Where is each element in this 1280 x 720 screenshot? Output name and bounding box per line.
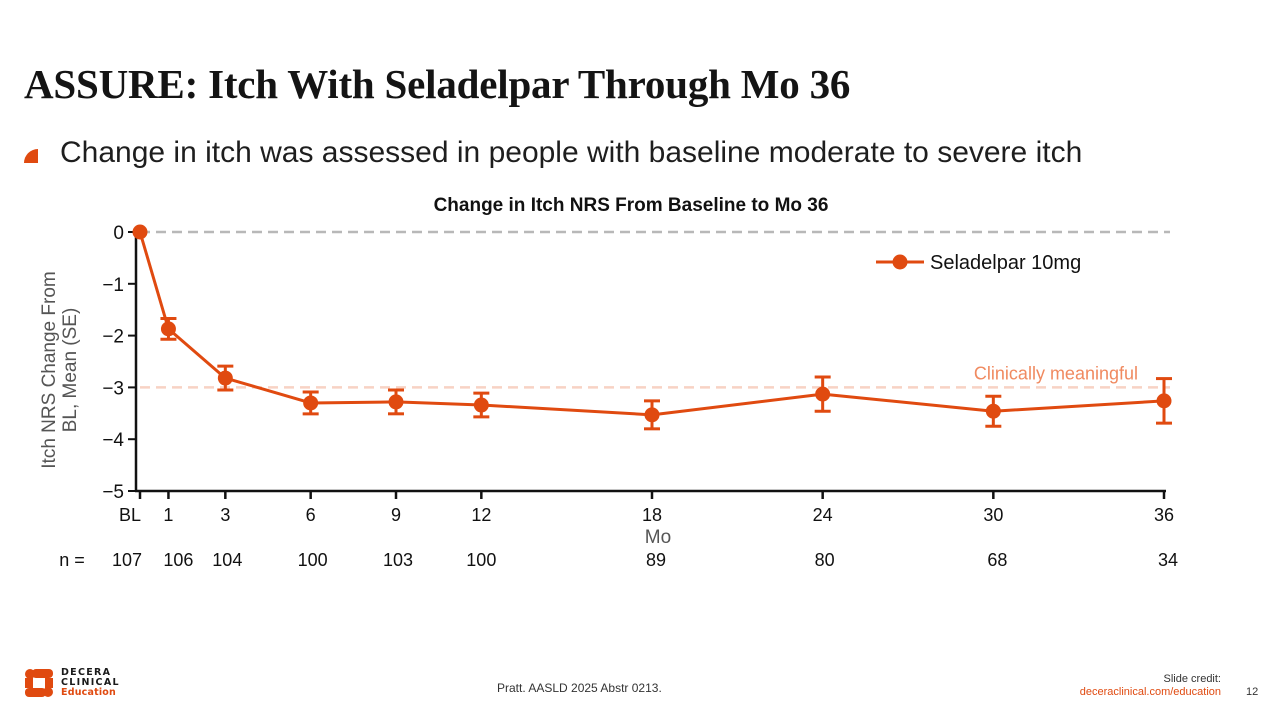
data-point — [388, 394, 404, 410]
n-value: 34 — [1158, 550, 1178, 570]
legend-marker — [892, 254, 908, 270]
n-value: 100 — [298, 550, 328, 570]
n-value: 100 — [466, 550, 496, 570]
bullet-icon — [24, 149, 38, 163]
y-tick-label: −5 — [102, 482, 124, 503]
credit-link[interactable]: deceraclinical.com/education — [1079, 686, 1221, 698]
x-tick-label: 3 — [220, 505, 230, 525]
page-number: 12 — [1246, 686, 1259, 698]
series-line — [138, 231, 1165, 417]
y-axis-label-line2: BL, Mean (SE) — [60, 308, 81, 433]
y-tick-label: −2 — [102, 327, 124, 348]
y-tick-label: −1 — [102, 275, 124, 296]
data-point — [985, 403, 1001, 419]
legend: Seladelpar 10mg — [876, 252, 1081, 274]
data-point — [217, 370, 233, 386]
n-value: 106 — [163, 550, 193, 570]
data-point — [132, 224, 148, 240]
x-tick-label: 24 — [813, 505, 833, 525]
x-tick-label: 18 — [642, 505, 662, 525]
x-ticks: BL 1 3 6 9 12 18 24 30 36 — [119, 491, 1174, 525]
n-value: 80 — [815, 550, 835, 570]
n-value: 103 — [383, 550, 413, 570]
data-point — [160, 321, 176, 337]
data-point — [644, 407, 660, 423]
n-value: 104 — [212, 550, 242, 570]
x-tick-label: 1 — [163, 505, 173, 525]
slide-credit: Slide credit: deceraclinical.com/educati… — [1080, 673, 1221, 699]
decera-logo-icon — [25, 669, 53, 697]
legend-label: Seladelpar 10mg — [930, 252, 1081, 274]
citation: Pratt. AASLD 2025 Abstr 0213. — [497, 681, 662, 695]
x-tick-label: 30 — [983, 505, 1003, 525]
chart-title: Change in Itch NRS From Baseline to Mo 3… — [434, 195, 829, 216]
x-tick-label: 6 — [306, 505, 316, 525]
credit-label: Slide credit: — [1163, 673, 1221, 685]
n-label: n = — [59, 550, 85, 570]
data-point — [303, 395, 319, 411]
y-tick-label: 0 — [113, 223, 124, 244]
data-point — [473, 397, 489, 413]
x-tick-label: 12 — [471, 505, 491, 525]
y-tick-label: −4 — [102, 430, 124, 451]
y-axis-label: Itch NRS Change From BL, Mean (SE) — [39, 271, 81, 468]
logo-line3: Education — [61, 687, 116, 698]
slide-title: ASSURE: Itch With Seladelpar Through Mo … — [24, 61, 851, 107]
clinically-meaningful-label: Clinically meaningful — [974, 363, 1138, 383]
itch-chart: Change in Itch NRS From Baseline to Mo 3… — [39, 195, 1178, 570]
logo-line2: CLINICAL — [61, 677, 120, 688]
logo-line1: DECERA — [61, 667, 112, 678]
bullet-text: Change in itch was assessed in people wi… — [60, 136, 1083, 169]
y-tick-label: −3 — [102, 378, 124, 399]
series-seladelpar — [132, 224, 1172, 431]
n-value: 107 — [112, 550, 142, 570]
y-ticks: 0 −1 −2 −3 −4 −5 — [102, 223, 136, 503]
x-tick-label: 9 — [391, 505, 401, 525]
y-axis-label-line1: Itch NRS Change From — [39, 271, 60, 468]
n-value: 68 — [987, 550, 1007, 570]
data-point — [815, 386, 831, 402]
reference-lines: Clinically meaningful — [140, 230, 1170, 389]
n-row: n = 107 106 104 100 103 100 89 80 68 34 — [59, 550, 1178, 570]
bullet-point: Change in itch was assessed in people wi… — [24, 136, 1082, 170]
n-value: 89 — [646, 550, 666, 570]
decera-logo: DECERA CLINICAL Education — [25, 668, 120, 698]
x-tick-label: BL — [119, 505, 141, 525]
x-axis-label: Mo — [645, 527, 671, 548]
data-point — [1156, 393, 1172, 409]
x-tick-label: 36 — [1154, 505, 1174, 525]
